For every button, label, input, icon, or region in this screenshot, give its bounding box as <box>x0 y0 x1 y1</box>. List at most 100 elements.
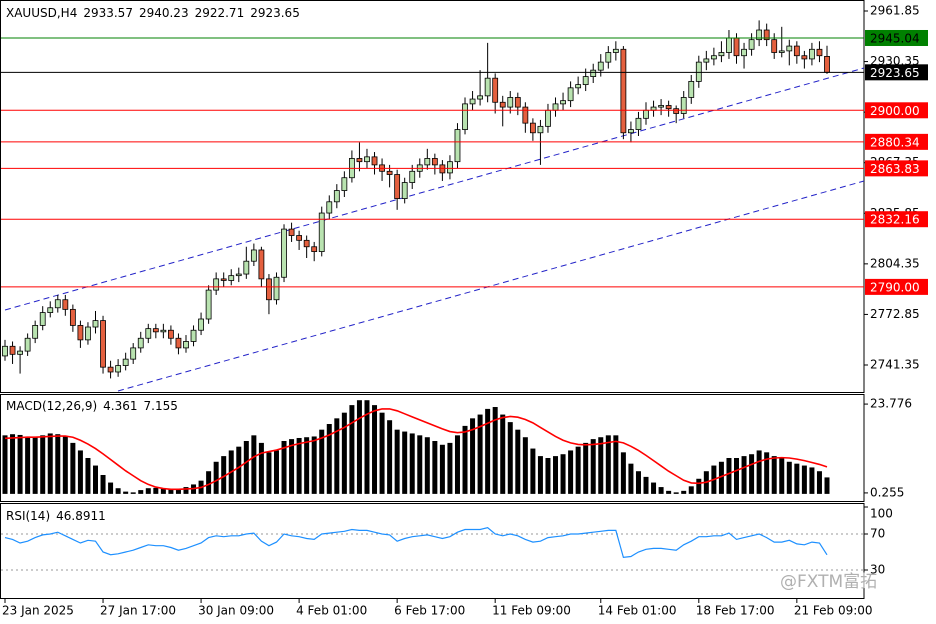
candle-body <box>628 129 634 134</box>
panel-header: RSI(14) 46.8911 <box>6 509 106 523</box>
macd-bar <box>62 436 68 494</box>
candle-body <box>130 347 137 360</box>
macd-bar <box>326 424 332 494</box>
candle-body <box>680 97 687 114</box>
macd-bar <box>439 444 445 494</box>
panel-header: XAUUSD,H4 2933.57 2940.23 2922.71 2923.65 <box>6 6 300 20</box>
macd-bar <box>387 420 393 494</box>
candle-body <box>537 125 544 134</box>
macd-bar <box>25 436 31 494</box>
candle-body <box>492 77 499 103</box>
macd-bar <box>734 457 740 494</box>
macd-bar <box>183 487 189 494</box>
macd-bar <box>522 437 528 494</box>
candle-body <box>318 212 325 252</box>
macd-bar <box>500 414 506 494</box>
level-label: 2863.83 <box>870 162 920 176</box>
macd-bar <box>123 491 129 494</box>
candle-body <box>250 249 257 262</box>
candle-body <box>341 177 348 191</box>
macd-bar <box>688 486 694 494</box>
macd-bar <box>402 431 408 494</box>
candle-body <box>514 97 521 108</box>
macd-bar <box>100 474 106 494</box>
candle-body <box>771 39 778 53</box>
candle-body <box>469 98 476 105</box>
plot-layer: 2961.852930.352898.852867.352835.852804.… <box>1 4 928 618</box>
candle-body <box>575 84 582 89</box>
candle-body <box>733 37 740 57</box>
macd-bar <box>424 437 430 494</box>
level-label: 2900.00 <box>870 104 920 118</box>
candle-body <box>477 95 484 100</box>
candle-body <box>424 158 431 166</box>
macd-bar <box>553 456 559 494</box>
signal-line <box>4 408 828 491</box>
macd-bar <box>613 435 619 494</box>
candle-body <box>447 161 453 174</box>
candle-body <box>92 320 99 328</box>
candle-body <box>718 52 725 57</box>
y-tick-label: 30 <box>870 563 885 577</box>
macd-bar <box>620 452 626 494</box>
candle-body <box>205 289 212 320</box>
y-tick-label: 2741.35 <box>870 357 920 371</box>
macd-bar <box>801 465 807 494</box>
header-value: 2922.71 <box>195 6 245 20</box>
channel-line <box>4 67 865 311</box>
y-tick-label: 100 <box>870 507 893 521</box>
candle-body <box>824 56 830 73</box>
candle-body <box>266 278 272 301</box>
candle-body <box>665 105 672 110</box>
level-tag <box>865 278 928 295</box>
candle-body <box>303 239 310 248</box>
macd-bar <box>470 418 476 494</box>
candle-body <box>801 55 808 60</box>
macd-bar <box>530 448 536 494</box>
macd-bar <box>643 476 649 494</box>
macd-bar <box>319 429 325 494</box>
macd-bar <box>583 442 589 494</box>
candle-body <box>220 278 227 281</box>
candle-body <box>213 278 220 291</box>
header-value: 4.361 <box>103 399 137 413</box>
macd-bar <box>153 487 159 494</box>
header-value: MACD(12,26,9) <box>6 399 97 413</box>
candle-body <box>507 97 514 108</box>
level-label: 2880.34 <box>870 135 920 149</box>
macd-bar <box>635 471 641 494</box>
level-tag <box>865 211 928 228</box>
candle-body <box>9 345 16 355</box>
candle-body <box>333 190 340 203</box>
candle-body <box>499 101 506 108</box>
candle-body <box>620 48 627 134</box>
macd-bar <box>598 437 604 494</box>
candle-body <box>47 307 54 313</box>
y-tick-label: 23.776 <box>870 397 912 411</box>
candle-body <box>160 329 167 333</box>
candle-body <box>288 228 295 236</box>
candle-body <box>122 358 129 366</box>
macd-bar <box>206 471 212 494</box>
macd-bar <box>568 450 574 494</box>
candle-body <box>24 337 31 352</box>
macd-bar <box>696 478 702 494</box>
macd-bar <box>545 457 551 494</box>
macd-bar <box>454 435 460 494</box>
macd-bar <box>115 488 121 494</box>
macd-bar <box>281 441 287 494</box>
macd-bar <box>507 422 513 494</box>
candle-body <box>484 77 491 97</box>
macd-bar <box>666 490 672 494</box>
header-value: 2923.65 <box>250 6 300 20</box>
candle-body <box>695 61 702 82</box>
candle-body <box>198 318 204 331</box>
macd-bar <box>2 435 8 494</box>
candle-body <box>748 39 755 50</box>
level-label: 2790.00 <box>870 280 920 294</box>
header-value: 46.8911 <box>56 509 106 523</box>
candle-body <box>710 55 717 60</box>
candle-body <box>394 174 401 199</box>
macd-bar <box>356 400 362 494</box>
